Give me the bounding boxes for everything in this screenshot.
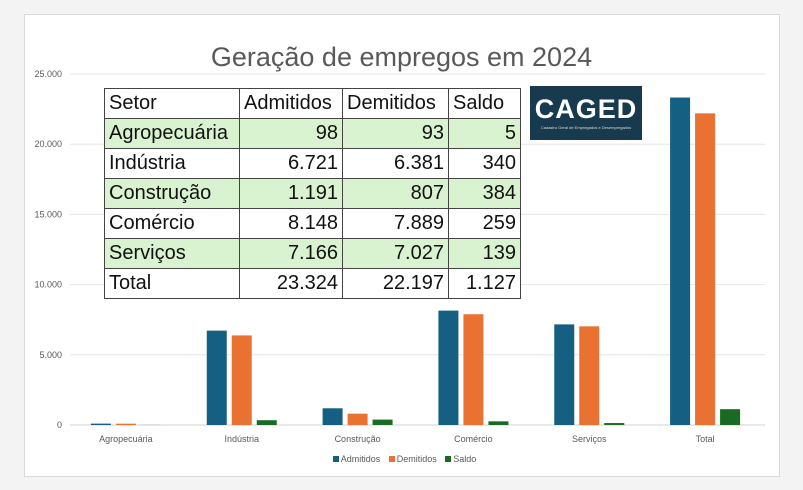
cell: Total <box>104 268 240 299</box>
cell: 22.197 <box>342 268 449 299</box>
y-tick-label: 0 <box>57 420 62 430</box>
bar-demitidos <box>695 113 716 425</box>
x-tick-label: Construção <box>335 434 381 444</box>
cell: 93 <box>342 118 449 149</box>
x-tick-label: Indústria <box>224 434 259 444</box>
bar-demitidos <box>463 314 484 425</box>
cell: Serviços <box>104 238 240 269</box>
cell: Agropecuária <box>104 118 240 149</box>
bar-admitidos <box>670 97 691 425</box>
cell: Comércio <box>104 208 240 239</box>
bar-admitidos <box>206 330 227 425</box>
legend: Admitidos Demitidos Saldo <box>0 454 803 464</box>
header-cell: Saldo <box>448 88 521 119</box>
table-row: Construção 1.191 807 384 <box>104 178 521 209</box>
bar-admitidos <box>438 310 459 425</box>
table-row: Serviços 7.166 7.027 139 <box>104 238 521 269</box>
x-tick-label: Agropecuária <box>99 434 153 444</box>
x-tick-label: Total <box>696 434 715 444</box>
bar-admitidos <box>322 408 343 425</box>
cell: 1.127 <box>448 268 521 299</box>
bar-saldo <box>488 421 509 425</box>
cell: 23.324 <box>239 268 343 299</box>
table-row: Total 23.324 22.197 1.127 <box>104 268 521 299</box>
legend-swatch-demitidos <box>388 456 395 462</box>
cell: 384 <box>448 178 521 209</box>
cell: 1.191 <box>239 178 343 209</box>
cell: 340 <box>448 148 521 179</box>
bar-admitidos <box>554 324 575 425</box>
bar-saldo <box>256 420 277 425</box>
y-tick-label: 10.000 <box>34 280 62 290</box>
legend-swatch-admitidos <box>332 456 339 462</box>
cell: Indústria <box>104 148 240 179</box>
cell: 6.381 <box>342 148 449 179</box>
cell: 7.027 <box>342 238 449 269</box>
table-row: Agropecuária 98 93 5 <box>104 118 521 149</box>
cell: 139 <box>448 238 521 269</box>
header-cell: Admitidos <box>239 88 343 119</box>
bar-saldo <box>372 419 393 425</box>
bar-saldo <box>720 409 741 425</box>
cell: 7.166 <box>239 238 343 269</box>
cell: 807 <box>342 178 449 209</box>
bar-admitidos <box>90 423 111 425</box>
cell: 8.148 <box>239 208 343 239</box>
caged-logo: CAGED Cadastro Geral de Empregados e Des… <box>530 86 642 140</box>
y-tick-label: 25.000 <box>34 69 62 79</box>
x-tick-label: Comércio <box>454 434 493 444</box>
legend-swatch-saldo <box>445 456 452 462</box>
logo-subtitle: Cadastro Geral de Empregados e Desempreg… <box>540 125 632 130</box>
cell: 259 <box>448 208 521 239</box>
logo-name: CAGED <box>534 94 638 124</box>
header-cell: Setor <box>104 88 240 119</box>
cell: 7.889 <box>342 208 449 239</box>
legend-label: Admitidos <box>340 454 381 464</box>
y-tick-label: 20.000 <box>34 139 62 149</box>
bar-demitidos <box>579 326 600 425</box>
cell: 98 <box>239 118 343 149</box>
bar-saldo <box>604 423 625 425</box>
chart-title: Geração de empregos em 2024 <box>210 42 593 72</box>
y-tick-label: 5.000 <box>39 350 62 360</box>
bar-demitidos <box>115 423 136 425</box>
bar-demitidos <box>347 413 368 425</box>
bar-demitidos <box>231 335 252 425</box>
header-cell: Demitidos <box>342 88 449 119</box>
table-row: Indústria 6.721 6.381 340 <box>104 148 521 179</box>
cell: 5 <box>448 118 521 149</box>
data-table: Setor Admitidos Demitidos Saldo Agropecuári… <box>104 88 521 299</box>
cell: Construção <box>104 178 240 209</box>
y-tick-label: 15.000 <box>34 209 62 219</box>
table-row: Comércio 8.148 7.889 259 <box>104 208 521 239</box>
legend-label: Demitidos <box>396 454 437 464</box>
legend-label: Saldo <box>453 454 477 464</box>
table-header: Setor Admitidos Demitidos Saldo <box>104 88 521 119</box>
cell: 6.721 <box>239 148 343 179</box>
x-tick-label: Serviços <box>572 434 607 444</box>
